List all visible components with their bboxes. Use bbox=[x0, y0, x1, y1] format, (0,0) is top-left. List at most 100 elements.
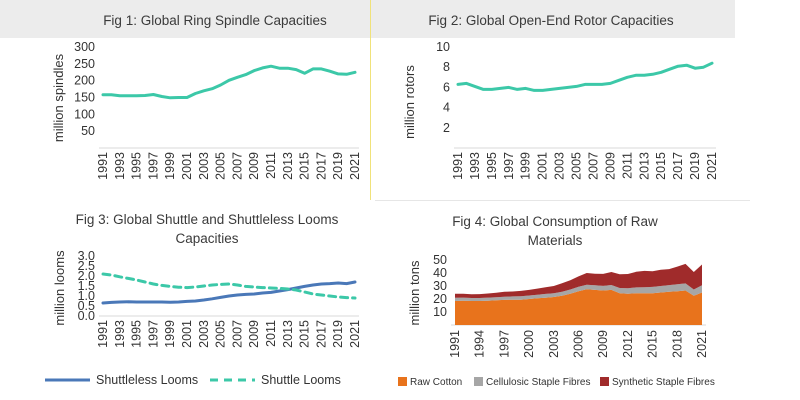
fig1-y-tick-label: 150 bbox=[74, 91, 95, 105]
fig4-title-line-1: Fig 4: Global Consumption of Raw bbox=[452, 214, 658, 229]
fig1-x-tick-label: 2011 bbox=[264, 152, 278, 179]
fig1-y-tick-label: 200 bbox=[74, 74, 95, 88]
fig3-x-tick-label: 2009 bbox=[247, 320, 261, 348]
fig3-x-tick-label: 2003 bbox=[197, 320, 211, 348]
fig2-x-tick-label: 2003 bbox=[553, 152, 567, 180]
fig3-title-line-2: Capacities bbox=[175, 231, 238, 246]
fig3-x-tick-label: 2015 bbox=[298, 320, 312, 348]
fig2-y-tick-label: 10 bbox=[436, 40, 450, 54]
fig2-y-axis-label: million rotors bbox=[402, 65, 417, 139]
fig3-y-tick-label: 0.0 bbox=[78, 309, 95, 323]
fig1-x-tick-label: 1997 bbox=[146, 152, 160, 180]
fig3-x-tick-label: 1997 bbox=[146, 320, 160, 348]
fig3-y-tick-label: 3.0 bbox=[78, 249, 95, 263]
fig4-legend: Raw Cotton Cellulosic Staple Fibres Synt… bbox=[398, 377, 715, 388]
fig4-synthetic-staple-fibres-area bbox=[455, 263, 702, 298]
fig4-y-axis-label: million tons bbox=[407, 260, 422, 326]
fig3-x-tick-label: 2013 bbox=[281, 320, 295, 348]
fig2-series-line bbox=[456, 61, 714, 92]
fig2-open-end-rotor-chart: Fig 2: Global Open-End Rotor Capacities … bbox=[402, 13, 719, 180]
fig3-x-tick-label: 2017 bbox=[314, 320, 328, 348]
fig4-cellulosic-staple-fibres-area bbox=[455, 283, 702, 301]
fig1-x-tick-label: 2005 bbox=[214, 152, 228, 180]
fig3-x-tick-label: 2007 bbox=[230, 320, 244, 348]
fig2-x-tick-label: 2019 bbox=[688, 152, 702, 180]
fig3-y-tick-label: 1.0 bbox=[78, 289, 95, 303]
fig1-y-tick-label: 250 bbox=[74, 57, 95, 71]
fig1-x-tick-label: 2019 bbox=[331, 152, 345, 180]
fig4-x-tick-label: 1991 bbox=[448, 330, 462, 358]
fig1-x-tick-label: 1993 bbox=[113, 152, 127, 180]
fig2-y-tick-label: 2 bbox=[443, 121, 450, 135]
fig4-x-tick-label: 2015 bbox=[646, 330, 660, 358]
fig3-x-tick-label: 2021 bbox=[348, 320, 362, 348]
fig1-x-tick-label: 2001 bbox=[180, 152, 194, 180]
fig2-x-tick-label: 2011 bbox=[620, 152, 634, 179]
fig3-x-tick-label: 1999 bbox=[163, 320, 177, 348]
fig2-x-tick-label: 1995 bbox=[485, 152, 499, 180]
fig3-shuttle-looms-line bbox=[101, 272, 357, 300]
fig2-x-tick-label: 2017 bbox=[671, 152, 685, 180]
fig4-x-tick-label: 2006 bbox=[572, 330, 586, 358]
fig2-y-tick-label: 6 bbox=[443, 80, 450, 94]
fig2-x-tick-label: 2015 bbox=[654, 152, 668, 180]
fig2-x-tick-label: 1999 bbox=[519, 152, 533, 180]
fig3-x-tick-label: 1995 bbox=[130, 320, 144, 348]
fig1-x-tick-label: 2017 bbox=[314, 152, 328, 180]
fig1-y-axis-label: million spindles bbox=[51, 53, 66, 142]
fig1-y-tick-label: 300 bbox=[74, 40, 95, 54]
figure-header-band-right bbox=[371, 0, 735, 38]
fig3-shuttleless-looms-line bbox=[101, 280, 357, 305]
fig3-x-tick-label: 2001 bbox=[180, 320, 194, 348]
panel-divider-vertical bbox=[370, 0, 371, 200]
fig1-x-tick-label: 1991 bbox=[96, 152, 110, 180]
fig4-raw-cotton-area bbox=[455, 289, 702, 325]
fig4-x-tick-label: 1994 bbox=[473, 330, 487, 358]
fig1-series-line bbox=[101, 64, 357, 100]
fig4-x-tick-label: 2012 bbox=[621, 330, 635, 358]
fig3-x-tick-label: 2019 bbox=[331, 320, 345, 348]
fig4-x-tick-label: 2009 bbox=[596, 330, 610, 358]
fig2-x-tick-label: 2021 bbox=[705, 152, 719, 180]
fig1-x-tick-label: 2009 bbox=[247, 152, 261, 180]
fig3-y-tick-label: 1.5 bbox=[78, 279, 95, 293]
fig4-y-tick-label: 20 bbox=[433, 292, 447, 306]
fig3-y-tick-label: 2.5 bbox=[78, 259, 95, 273]
fig3-legend: Shuttleless Looms Shuttle Looms bbox=[45, 373, 341, 387]
fig1-x-tick-label: 2021 bbox=[348, 152, 362, 180]
fig3-legend-label-shuttleless: Shuttleless Looms bbox=[96, 373, 198, 387]
fig3-y-axis-label: million looms bbox=[52, 250, 67, 326]
fig1-x-tick-label: 2015 bbox=[298, 152, 312, 180]
fig4-x-tick-label: 2003 bbox=[547, 330, 561, 358]
fig2-x-tick-label: 1997 bbox=[502, 152, 516, 180]
fig4-legend-label-cellulosic: Cellulosic Staple Fibres bbox=[486, 377, 591, 388]
fig2-x-tick-label: 1991 bbox=[451, 152, 465, 180]
fig4-y-tick-label: 40 bbox=[433, 266, 447, 280]
fig2-x-tick-label: 2005 bbox=[570, 152, 584, 180]
fig3-y-tick-label: 0.5 bbox=[78, 299, 95, 313]
panel-divider-horizontal bbox=[375, 200, 750, 201]
fig2-x-tick-label: 2001 bbox=[536, 152, 550, 180]
fig4-x-tick-label: 1997 bbox=[497, 330, 511, 358]
fig1-title: Fig 1: Global Ring Spindle Capacities bbox=[103, 13, 327, 28]
fig3-x-tick-label: 2011 bbox=[264, 320, 278, 347]
fig4-x-tick-label: 2018 bbox=[670, 330, 684, 358]
fig4-x-tick-label: 2000 bbox=[522, 330, 536, 358]
fig3-y-tick-label: 2.0 bbox=[78, 269, 95, 283]
fig2-y-tick-label: 4 bbox=[443, 101, 450, 115]
fig4-y-tick-label: 30 bbox=[433, 279, 447, 293]
fig1-x-tick-label: 2013 bbox=[281, 152, 295, 180]
fig1-x-tick-label: 1999 bbox=[163, 152, 177, 180]
fig2-y-tick-label: 8 bbox=[443, 60, 450, 74]
fig4-legend-swatch-synthetic bbox=[600, 377, 609, 386]
fig1-x-tick-label: 2007 bbox=[230, 152, 244, 180]
fig2-x-tick-label: 2009 bbox=[603, 152, 617, 180]
figure-header-band-left bbox=[0, 0, 370, 38]
fig3-x-tick-label: 2005 bbox=[214, 320, 228, 348]
fig4-legend-swatch-cellulosic bbox=[474, 377, 483, 386]
fig4-legend-swatch-raw-cotton bbox=[398, 377, 407, 386]
fig1-ring-spindle-chart: Fig 1: Global Ring Spindle Capacities mi… bbox=[51, 13, 362, 180]
fig2-title: Fig 2: Global Open-End Rotor Capacities bbox=[428, 13, 674, 28]
fig1-y-tick-label: 100 bbox=[74, 107, 95, 121]
fig2-x-tick-label: 2007 bbox=[586, 152, 600, 180]
